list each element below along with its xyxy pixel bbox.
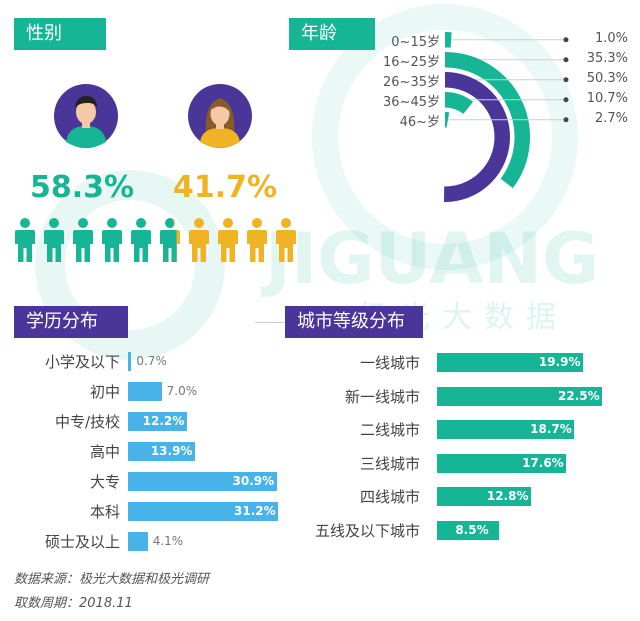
age-value-label: 35.3% [586, 50, 628, 66]
city-value-label: 19.9% [538, 355, 581, 369]
age-value-label: 1.0% [594, 30, 628, 46]
female-percentage: 41.7% [173, 170, 278, 205]
gender-title: 性别 [14, 18, 106, 50]
city-bar [437, 386, 602, 406]
watermark-text: JIGUANG [261, 218, 599, 300]
education-value-label: 4.1% [152, 534, 184, 548]
person-icon [276, 218, 296, 262]
age-category-label: 36~45岁 [383, 94, 440, 110]
age-category-label: 46~岁 [399, 114, 440, 130]
age-guide-dot [563, 117, 569, 123]
age-guide-dot [563, 37, 569, 43]
female-avatar-icon [188, 84, 252, 152]
education-category-label: 本科 [89, 503, 120, 521]
person-icon [73, 218, 93, 262]
education-value-label: 12.2% [142, 414, 185, 428]
education-value-label: 30.9% [232, 474, 275, 488]
age-arc-bar [444, 92, 473, 115]
city-bar [437, 520, 500, 540]
education-bar [128, 382, 162, 401]
city-value-label: 18.7% [530, 422, 572, 436]
city-title-rule [255, 322, 285, 323]
city-value-label: 17.6% [522, 455, 564, 470]
education-category-label: 大专 [89, 473, 120, 491]
education-category-label: 小学及以下 [44, 353, 120, 371]
city-value-label: 22.5% [558, 388, 600, 403]
person-icon [131, 218, 151, 262]
education-bar [128, 412, 187, 431]
male-percentage: 58.3% [30, 170, 135, 205]
city-category-label: 三线城市 [359, 454, 420, 473]
age-category-label: 26~35岁 [383, 74, 440, 90]
education-bar [128, 502, 278, 521]
city-category-label: 一线城市 [359, 354, 420, 372]
city-title: 城市等级分布 [285, 306, 423, 338]
age-category-label: 0~15岁 [391, 34, 440, 50]
education-category-label: 初中 [89, 383, 120, 401]
person-icon [189, 218, 209, 262]
age-radial-chart [443, 32, 569, 202]
person-icon [160, 218, 180, 262]
age-value-label: 50.3% [586, 70, 628, 86]
education-title: 学历分布 [14, 306, 128, 338]
education-bar [128, 352, 132, 371]
age-arc-bar [443, 72, 510, 202]
city-bar [437, 453, 567, 473]
age-guide-dot [563, 77, 569, 83]
education-value-label: 0.7% [136, 354, 167, 368]
person-icon [247, 218, 267, 262]
education-value-label: 31.2% [234, 504, 276, 518]
footer-period: 取数周期：2018.11 [14, 596, 133, 611]
footer-source: 数据来源：极光大数据和极光调研 [14, 572, 210, 587]
city-category-label: 五线及以下城市 [314, 521, 420, 540]
city-category-label: 四线城市 [359, 488, 420, 506]
person-icon [102, 218, 122, 262]
education-bar [128, 532, 148, 551]
age-category-label: 16~25岁 [383, 54, 440, 70]
education-value-label: 7.0% [166, 384, 198, 398]
age-value-label: 2.7% [594, 110, 628, 126]
city-bar [437, 420, 575, 439]
education-value-label: 13.9% [150, 444, 193, 458]
person-icon [15, 218, 35, 262]
city-bar [437, 487, 531, 506]
age-guide-dot [563, 97, 569, 103]
city-value-label: 8.5% [455, 522, 489, 537]
person-icon [44, 218, 64, 262]
city-bar [437, 353, 583, 372]
city-category-label: 新一线城市 [344, 387, 420, 406]
gender-people-row [14, 218, 304, 262]
education-bar [128, 442, 195, 461]
age-value-label: 10.7% [586, 90, 628, 106]
age-guide-dot [563, 57, 569, 63]
education-bar [128, 472, 277, 491]
city-category-label: 二线城市 [359, 421, 420, 439]
person-icon [218, 218, 238, 262]
age-title: 年龄 [289, 18, 375, 50]
age-arc-bar [444, 52, 530, 189]
education-category-label: 高中 [89, 443, 120, 461]
city-value-label: 12.8% [486, 489, 529, 503]
education-category-label: 硕士及以上 [44, 533, 120, 551]
male-avatar-icon [54, 84, 118, 152]
education-category-label: 中专/技校 [54, 413, 120, 431]
